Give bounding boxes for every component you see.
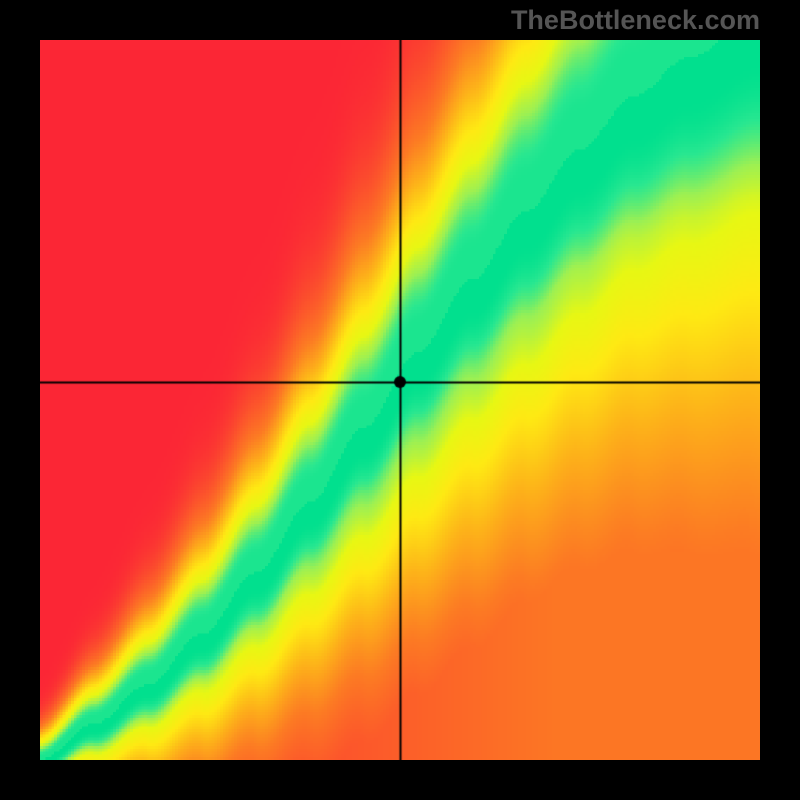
chart-container: TheBottleneck.com	[0, 0, 800, 800]
crosshair-overlay	[40, 40, 760, 760]
attribution-text: TheBottleneck.com	[511, 5, 760, 36]
